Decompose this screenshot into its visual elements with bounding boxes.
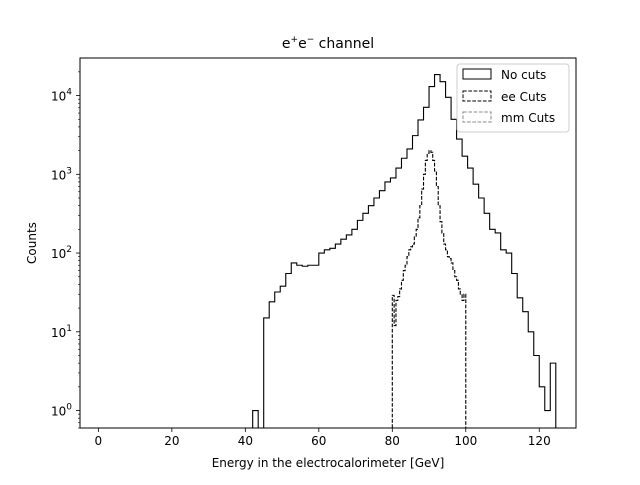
y-tick-label: 102	[51, 245, 72, 261]
y-tick-label: 104	[51, 88, 72, 104]
series-step-ee-cuts	[391, 150, 467, 428]
x-tick-label: 80	[385, 434, 400, 448]
y-axis-label: Counts	[25, 222, 39, 264]
y-tick-label: 100	[51, 403, 72, 419]
legend-label-mm-cuts: mm Cuts	[501, 111, 555, 125]
legend-label-ee-cuts: ee Cuts	[501, 90, 547, 104]
y-tick-label: 103	[51, 166, 72, 182]
legend-swatch-ee-cuts	[462, 90, 492, 102]
legend-swatch-no-cuts	[462, 68, 492, 80]
y-axis-ticks: 100 101 102 103 104	[51, 71, 80, 429]
x-tick-label: 20	[164, 434, 179, 448]
legend-label-no-cuts: No cuts	[501, 68, 546, 82]
legend-swatch-mm-cuts	[462, 111, 492, 123]
legend: No cuts ee Cuts mm Cuts	[456, 63, 570, 133]
x-tick-label: 100	[454, 434, 477, 448]
plot-frame	[79, 57, 577, 429]
x-axis-label: Energy in the electrocalorimeter [GeV]	[212, 456, 445, 470]
x-tick-label: 120	[528, 434, 551, 448]
x-tick-label: 60	[311, 434, 326, 448]
x-tick-label: 0	[95, 434, 103, 448]
y-tick-label: 101	[51, 324, 72, 340]
series-layer	[252, 73, 557, 429]
legend-box	[456, 63, 570, 133]
x-tick-label: 40	[238, 434, 253, 448]
series-step-no-cuts	[252, 73, 557, 429]
x-axis-ticks: 0 20 40 60 80 100 120	[95, 428, 551, 448]
chart-title: e+e− channel	[282, 35, 374, 52]
